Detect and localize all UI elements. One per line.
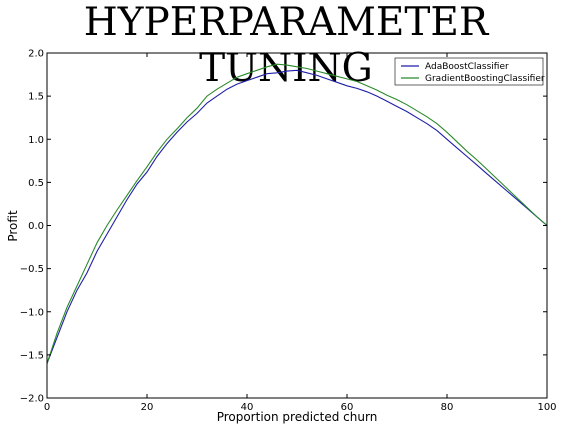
legend-box [394,57,544,86]
legend-label: AdaBoostClassifier [425,62,509,72]
series-line-gradientboostingclassifier [46,63,548,364]
legend: AdaBoostClassifier GradientBoostingClassi… [394,57,545,86]
x-tick-label: 40 [241,402,254,413]
x-tick-label: 0 [44,402,50,413]
y-tick-label: −1.5 [20,350,44,361]
x-tick-label: 20 [141,402,154,413]
x-tick-label: 100 [537,402,556,413]
y-tick-label: 1.5 [28,92,44,103]
axis-ticks: 0 20 40 60 80 100 −2.0 −1.5 −1.0 −0.5 0.0 0.5 1.0 1.5… [20,49,557,414]
series-line-adaboostclassifier [46,69,548,364]
plot-area [46,63,548,364]
y-tick-label: 2.0 [28,49,44,60]
y-tick-label: 1.0 [28,135,44,146]
y-tick-label: 0.5 [28,178,44,189]
x-tick-label: 80 [441,402,454,413]
y-tick-label: −2.0 [20,394,44,405]
x-tick-label: 60 [341,402,354,413]
plot-frame [46,52,548,399]
x-axis-label: Proportion predicted churn [217,410,378,424]
legend-label: GradientBoostingClassifier [425,74,545,84]
y-tick-label: 0.0 [28,221,44,232]
y-tick-label: −0.5 [20,264,44,275]
y-axis-label: Profit [6,210,20,242]
y-tick-label: −1.0 [20,307,44,318]
